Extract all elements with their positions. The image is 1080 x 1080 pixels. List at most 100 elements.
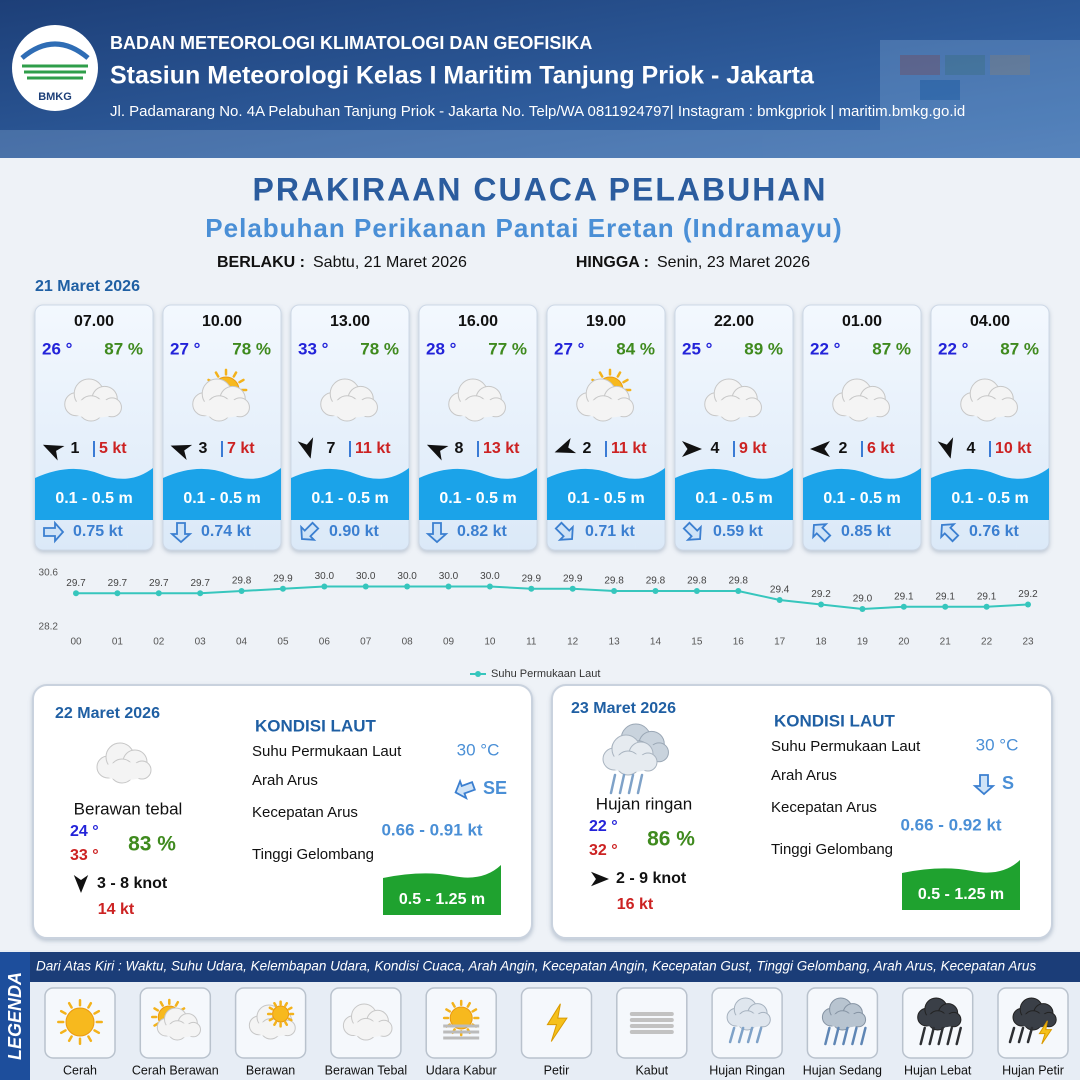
- wave-area: [931, 468, 1049, 520]
- rain-drop: [1026, 1026, 1034, 1044]
- sun-ray: [466, 1001, 471, 1008]
- x-tick-label: 10: [484, 637, 496, 648]
- x-tick-label: 23: [1022, 637, 1034, 648]
- sun-ray: [93, 1029, 101, 1035]
- data-label: 29.0: [853, 594, 873, 605]
- sst-point: [1025, 601, 1031, 608]
- logo: [12, 25, 98, 111]
- sun-ray: [59, 1029, 67, 1035]
- data-label: 29.8: [232, 576, 252, 587]
- sst-point: [73, 590, 79, 597]
- current-speed: 0.75 kt: [73, 523, 123, 540]
- title: PRAKIRAAN CUACA PELABUHAN: [252, 171, 827, 207]
- y-tick-label: 28.2: [39, 622, 59, 633]
- x-tick-label: 16: [733, 637, 745, 648]
- day-date: 23 Maret 2026: [571, 700, 676, 717]
- logo-stripes: [22, 64, 88, 80]
- legend-label: Suhu Permukaan Laut: [491, 668, 600, 680]
- rain-drop: [842, 1026, 849, 1046]
- gust: 11 kt: [355, 440, 391, 457]
- wave-height: 0.1 - 0.5 m: [183, 490, 260, 507]
- sun-ray: [284, 1002, 289, 1007]
- sst-point: [528, 585, 535, 592]
- time: 22.00: [714, 313, 754, 330]
- sun-ray: [451, 1001, 456, 1008]
- wind-range: 3 - 8 knot: [97, 875, 168, 892]
- cloud-body: [68, 398, 120, 418]
- gust: 10 kt: [995, 440, 1032, 457]
- sun-ray: [67, 1035, 73, 1043]
- time: 10.00: [202, 313, 242, 330]
- cloud-icon: [96, 742, 152, 784]
- cloud-icon: [342, 1003, 393, 1041]
- wave-height: 0.1 - 0.5 m: [439, 490, 516, 507]
- rain-drop: [627, 773, 635, 795]
- temperature: 33 °: [298, 339, 329, 358]
- sst-point: [486, 583, 493, 590]
- sst-label: Suhu Permukaan Laut: [252, 743, 402, 760]
- temperature: 27 °: [170, 339, 201, 358]
- legend-item-label: Berawan: [246, 1063, 295, 1077]
- data-label: 29.7: [66, 578, 86, 589]
- data-label: 29.8: [646, 576, 666, 587]
- humidity: 84 %: [616, 339, 655, 358]
- sst-point: [238, 588, 245, 594]
- current-arrow: [940, 523, 960, 543]
- data-label: 29.2: [1018, 589, 1038, 600]
- cloud-icon: [704, 378, 762, 422]
- wind-speed: 4: [967, 440, 976, 457]
- rain-drop: [746, 1026, 754, 1044]
- data-label: 30.0: [480, 571, 500, 582]
- wind-arrow: [73, 875, 89, 893]
- current-dir-label: Arah Arus: [252, 772, 318, 789]
- data-label: 30.0: [356, 571, 376, 582]
- sun-ray: [616, 371, 622, 378]
- wind-speed: 4: [711, 440, 720, 457]
- current-arrow: [300, 521, 320, 541]
- sun-ray: [153, 1007, 160, 1012]
- temp-min: 24 °: [70, 823, 99, 840]
- cloud-icon: [248, 1004, 296, 1040]
- wind-arrow: [810, 441, 830, 457]
- current-speed: 0.66 - 0.91 kt: [381, 820, 482, 839]
- wave-area: [35, 468, 153, 520]
- current-speed-label: Kecepatan Arus: [771, 799, 877, 816]
- sst-point: [321, 583, 328, 590]
- wave-label: Tinggi Gelombang: [252, 846, 374, 863]
- cloud-body: [607, 754, 655, 772]
- sst-point: [983, 603, 990, 610]
- valid-to: Senin, 23 Maret 2026: [657, 254, 810, 271]
- data-label: 29.8: [604, 576, 624, 587]
- sun-ray: [238, 378, 245, 384]
- gust: 5 kt: [99, 440, 127, 457]
- humidity: 78 %: [232, 339, 271, 358]
- wave-label: Tinggi Gelombang: [771, 841, 893, 858]
- gust: 6 kt: [867, 440, 895, 457]
- cloud-body: [252, 1021, 294, 1037]
- current-speed: 0.66 - 0.92 kt: [900, 815, 1001, 834]
- data-label: 29.7: [108, 578, 128, 589]
- rain-drop: [609, 773, 617, 795]
- bolt-icon: [1038, 1020, 1053, 1045]
- data-label: 29.7: [149, 578, 169, 589]
- wave-area: [803, 468, 921, 520]
- sst-point: [652, 588, 659, 594]
- x-tick-label: 22: [981, 637, 993, 648]
- time: 01.00: [842, 313, 882, 330]
- sst-point: [197, 590, 204, 597]
- day-date: 22 Maret 2026: [55, 705, 160, 722]
- cloud-icon: [821, 997, 867, 1031]
- current-arrow: [454, 778, 476, 801]
- station: Stasiun Meteorologi Kelas I Maritim Tanj…: [110, 62, 815, 90]
- x-tick-label: 03: [195, 637, 207, 648]
- legend-description-band: [30, 952, 1080, 982]
- cloud-body: [324, 398, 376, 418]
- temp-max: 33 °: [70, 847, 99, 864]
- sun-disc: [65, 1007, 95, 1037]
- gust: 7 kt: [227, 440, 255, 457]
- wind-speed: 2: [583, 440, 592, 457]
- cloud-body: [730, 1013, 769, 1028]
- legend-item-label: Cerah Berawan: [132, 1063, 219, 1077]
- wave-height: 0.1 - 0.5 m: [567, 490, 644, 507]
- current-speed: 0.90 kt: [329, 523, 379, 540]
